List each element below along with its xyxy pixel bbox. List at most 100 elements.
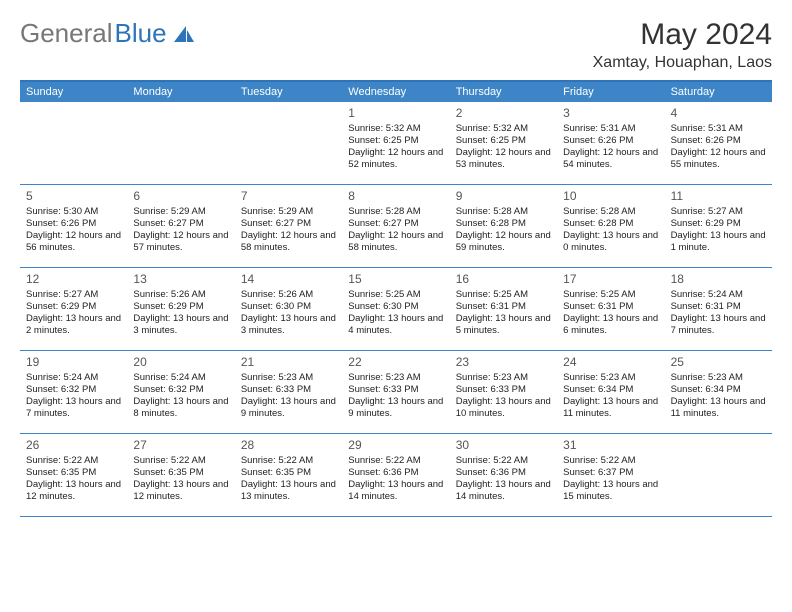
day-cell: 30Sunrise: 5:22 AMSunset: 6:36 PMDayligh…: [450, 434, 557, 516]
calendar: SundayMondayTuesdayWednesdayThursdayFrid…: [20, 80, 772, 517]
sunrise-line: Sunrise: 5:22 AM: [348, 455, 443, 467]
sunrise-line: Sunrise: 5:23 AM: [456, 372, 551, 384]
week-row: 12Sunrise: 5:27 AMSunset: 6:29 PMDayligh…: [20, 268, 772, 351]
day-number: 3: [563, 106, 658, 121]
sunrise-line: Sunrise: 5:29 AM: [241, 206, 336, 218]
day-header: Friday: [557, 82, 664, 102]
day-number: 19: [26, 355, 121, 370]
day-cell: 7 Sunrise: 5:29 AMSunset: 6:27 PMDaylight…: [235, 185, 342, 267]
day-cell: 12Sunrise: 5:27 AMSunset: 6:29 PMDayligh…: [20, 268, 127, 350]
daylight-line: Daylight: 13 hours and 6 minutes.: [563, 313, 658, 337]
day-number: 11: [671, 189, 766, 204]
sunset-line: Sunset: 6:31 PM: [563, 301, 658, 313]
logo: GeneralBlue: [20, 18, 196, 49]
sunset-line: Sunset: 6:35 PM: [26, 467, 121, 479]
day-cell: 24Sunrise: 5:23 AMSunset: 6:34 PMDayligh…: [557, 351, 664, 433]
week-row: 5Sunrise: 5:30 AMSunset: 6:26 PMDaylight…: [20, 185, 772, 268]
sunrise-line: Sunrise: 5:25 AM: [456, 289, 551, 301]
daylight-line: Daylight: 13 hours and 7 minutes.: [26, 396, 121, 420]
day-number: 22: [348, 355, 443, 370]
day-cell: 29Sunrise: 5:22 AMSunset: 6:36 PMDayligh…: [342, 434, 449, 516]
sunset-line: Sunset: 6:34 PM: [563, 384, 658, 396]
sunset-line: Sunset: 6:26 PM: [671, 135, 766, 147]
day-header: Tuesday: [235, 82, 342, 102]
sunrise-line: Sunrise: 5:23 AM: [671, 372, 766, 384]
sunrise-line: Sunrise: 5:22 AM: [133, 455, 228, 467]
sunrise-line: Sunrise: 5:32 AM: [348, 123, 443, 135]
day-cell: 5Sunrise: 5:30 AMSunset: 6:26 PMDaylight…: [20, 185, 127, 267]
day-cell: 25Sunrise: 5:23 AMSunset: 6:34 PMDayligh…: [665, 351, 772, 433]
sunrise-line: Sunrise: 5:31 AM: [563, 123, 658, 135]
day-number: 4: [671, 106, 766, 121]
sunrise-line: Sunrise: 5:24 AM: [671, 289, 766, 301]
daylight-line: Daylight: 13 hours and 7 minutes.: [671, 313, 766, 337]
daylight-line: Daylight: 13 hours and 14 minutes.: [348, 479, 443, 503]
daylight-line: Daylight: 13 hours and 13 minutes.: [241, 479, 336, 503]
day-cell: [235, 102, 342, 184]
day-number: 10: [563, 189, 658, 204]
day-cell: 2Sunrise: 5:32 AMSunset: 6:25 PMDaylight…: [450, 102, 557, 184]
header: GeneralBlue May 2024 Xamtay, Houaphan, L…: [20, 18, 772, 72]
sunrise-line: Sunrise: 5:27 AM: [671, 206, 766, 218]
daylight-line: Daylight: 13 hours and 3 minutes.: [241, 313, 336, 337]
day-header: Saturday: [665, 82, 772, 102]
week-row: 19Sunrise: 5:24 AMSunset: 6:32 PMDayligh…: [20, 351, 772, 434]
day-cell: 21Sunrise: 5:23 AMSunset: 6:33 PMDayligh…: [235, 351, 342, 433]
sunrise-line: Sunrise: 5:23 AM: [241, 372, 336, 384]
day-cell: 15Sunrise: 5:25 AMSunset: 6:30 PMDayligh…: [342, 268, 449, 350]
sunset-line: Sunset: 6:36 PM: [348, 467, 443, 479]
day-number: 13: [133, 272, 228, 287]
daylight-line: Daylight: 12 hours and 58 minutes.: [241, 230, 336, 254]
day-cell: 23Sunrise: 5:23 AMSunset: 6:33 PMDayligh…: [450, 351, 557, 433]
day-number: 24: [563, 355, 658, 370]
daylight-line: Daylight: 13 hours and 3 minutes.: [133, 313, 228, 337]
sunset-line: Sunset: 6:33 PM: [456, 384, 551, 396]
day-number: 31: [563, 438, 658, 453]
daylight-line: Daylight: 13 hours and 9 minutes.: [348, 396, 443, 420]
sunrise-line: Sunrise: 5:25 AM: [348, 289, 443, 301]
sunrise-line: Sunrise: 5:22 AM: [456, 455, 551, 467]
daylight-line: Daylight: 13 hours and 1 minute.: [671, 230, 766, 254]
sunrise-line: Sunrise: 5:28 AM: [348, 206, 443, 218]
day-number: 8: [348, 189, 443, 204]
day-number: 28: [241, 438, 336, 453]
day-cell: 19Sunrise: 5:24 AMSunset: 6:32 PMDayligh…: [20, 351, 127, 433]
daylight-line: Daylight: 12 hours and 53 minutes.: [456, 147, 551, 171]
day-number: 14: [241, 272, 336, 287]
sunset-line: Sunset: 6:36 PM: [456, 467, 551, 479]
sunset-line: Sunset: 6:30 PM: [241, 301, 336, 313]
day-cell: 26Sunrise: 5:22 AMSunset: 6:35 PMDayligh…: [20, 434, 127, 516]
sunrise-line: Sunrise: 5:25 AM: [563, 289, 658, 301]
sunset-line: Sunset: 6:27 PM: [241, 218, 336, 230]
sunset-line: Sunset: 6:26 PM: [26, 218, 121, 230]
sunset-line: Sunset: 6:32 PM: [26, 384, 121, 396]
logo-text-1: General: [20, 18, 113, 49]
sunset-line: Sunset: 6:27 PM: [348, 218, 443, 230]
daylight-line: Daylight: 13 hours and 11 minutes.: [671, 396, 766, 420]
sunset-line: Sunset: 6:28 PM: [563, 218, 658, 230]
week-row: 1Sunrise: 5:32 AMSunset: 6:25 PMDaylight…: [20, 102, 772, 185]
day-header: Wednesday: [342, 82, 449, 102]
day-number: 5: [26, 189, 121, 204]
daylight-line: Daylight: 13 hours and 4 minutes.: [348, 313, 443, 337]
day-cell: 10Sunrise: 5:28 AMSunset: 6:28 PMDayligh…: [557, 185, 664, 267]
day-number: 9: [456, 189, 551, 204]
sunrise-line: Sunrise: 5:22 AM: [563, 455, 658, 467]
sunset-line: Sunset: 6:32 PM: [133, 384, 228, 396]
daylight-line: Daylight: 12 hours and 52 minutes.: [348, 147, 443, 171]
sunrise-line: Sunrise: 5:22 AM: [241, 455, 336, 467]
day-cell: 1Sunrise: 5:32 AMSunset: 6:25 PMDaylight…: [342, 102, 449, 184]
daylight-line: Daylight: 12 hours and 56 minutes.: [26, 230, 121, 254]
day-number: 30: [456, 438, 551, 453]
day-headers-row: SundayMondayTuesdayWednesdayThursdayFrid…: [20, 82, 772, 102]
day-cell: 28Sunrise: 5:22 AMSunset: 6:35 PMDayligh…: [235, 434, 342, 516]
daylight-line: Daylight: 13 hours and 12 minutes.: [133, 479, 228, 503]
day-cell: 14 Sunrise: 5:26 AMSunset: 6:30 PMDayligh…: [235, 268, 342, 350]
day-cell: 27Sunrise: 5:22 AMSunset: 6:35 PMDayligh…: [127, 434, 234, 516]
daylight-line: Daylight: 13 hours and 9 minutes.: [241, 396, 336, 420]
day-number: 7: [241, 189, 336, 204]
sunrise-line: Sunrise: 5:29 AM: [133, 206, 228, 218]
sunrise-line: Sunrise: 5:26 AM: [241, 289, 336, 301]
daylight-line: Daylight: 12 hours and 58 minutes.: [348, 230, 443, 254]
day-cell: 20Sunrise: 5:24 AMSunset: 6:32 PMDayligh…: [127, 351, 234, 433]
